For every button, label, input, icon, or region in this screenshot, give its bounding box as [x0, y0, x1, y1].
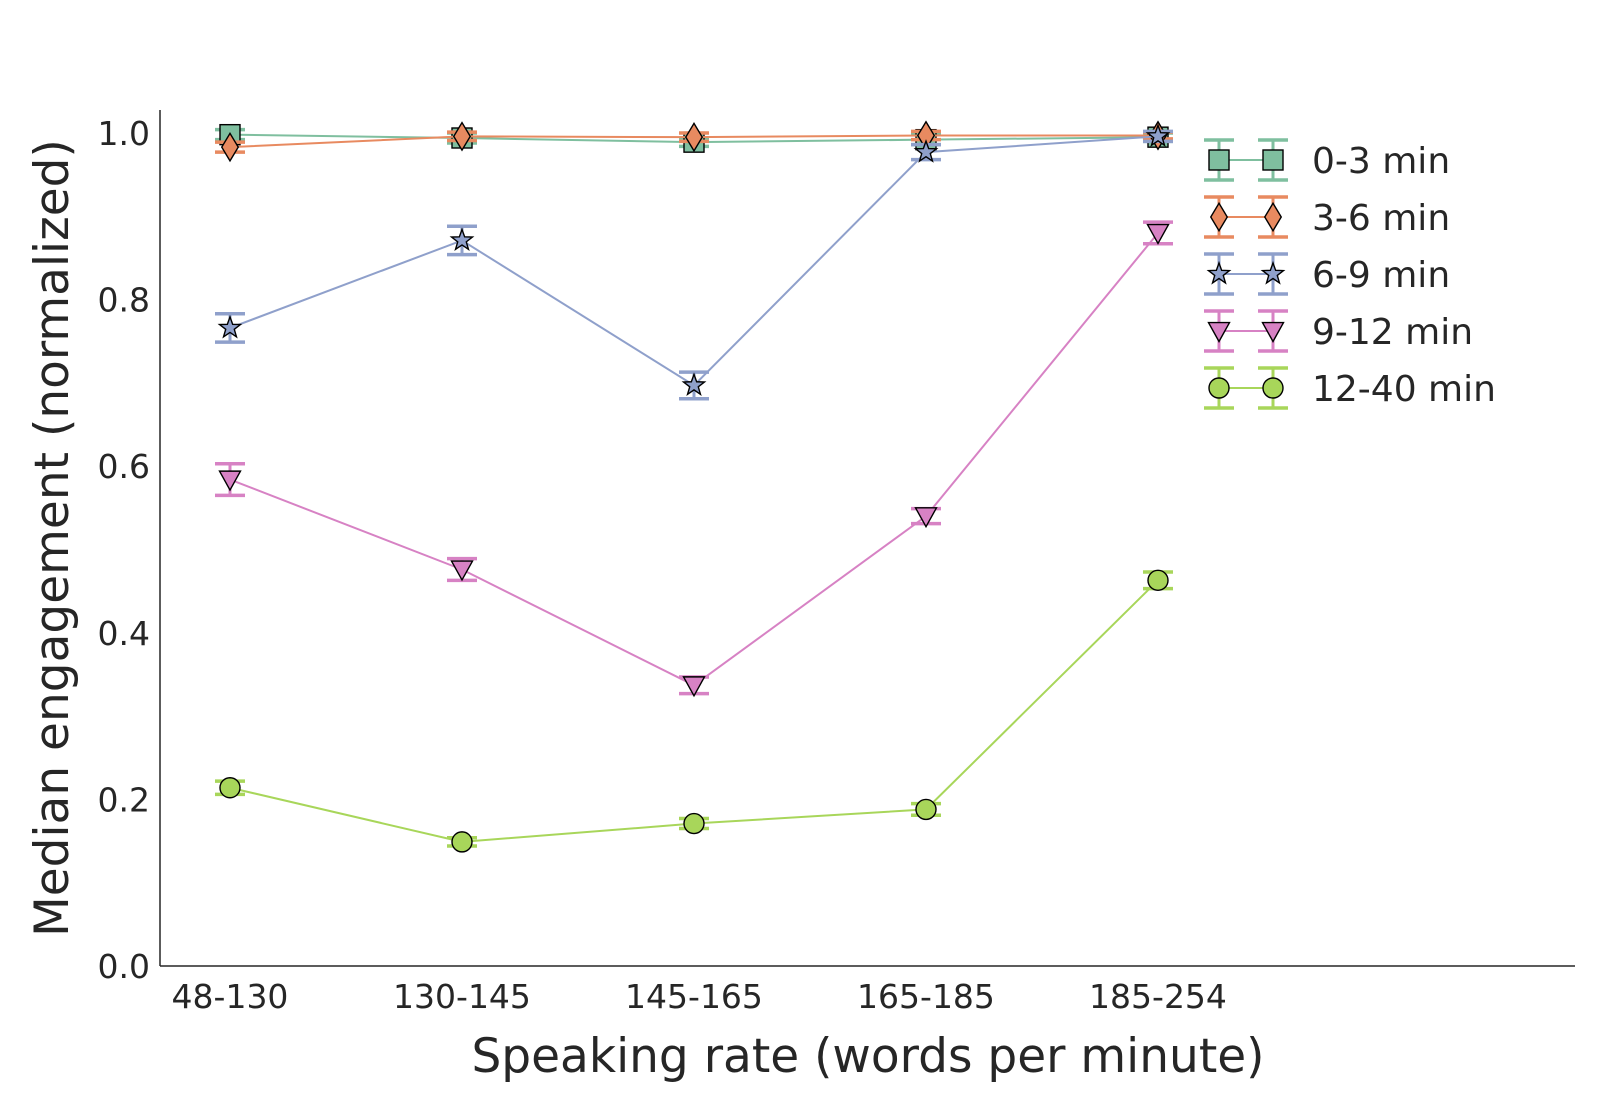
legend: 0-3 min 3-6 min 6-9 min 9-12 min 12-40 min: [1204, 138, 1496, 410]
x-tick-label: 48-130: [172, 977, 289, 1016]
data-point: [218, 470, 242, 492]
legend-marker: [1207, 321, 1231, 343]
data-point: [450, 560, 474, 582]
legend-entry-9-12-min: 9-12 min: [1204, 309, 1473, 353]
legend-entry-6-9-min: 6-9 min: [1204, 252, 1450, 296]
data-point: [682, 676, 706, 698]
data-point: [914, 507, 938, 529]
series-3-6-min: [215, 120, 1173, 163]
data-point: [684, 122, 704, 153]
legend-label: 9-12 min: [1312, 312, 1473, 353]
data-point: [219, 777, 241, 799]
series-line: [229, 135, 1159, 387]
x-axis-title: Speaking rate (words per minute): [471, 1029, 1264, 1084]
legend-marker: [1263, 201, 1283, 233]
data-point: [1147, 569, 1169, 592]
legend-marker: [1260, 260, 1286, 285]
series-12-40-min: [215, 569, 1173, 853]
data-point: [451, 831, 473, 853]
data-point: [220, 132, 240, 163]
data-point: [681, 372, 707, 396]
y-axis-title: Median engagement (normalized): [25, 139, 80, 937]
x-axis-ticks: 48-130 130-145 145-165 165-185 185-254: [172, 977, 1227, 1016]
data-point: [915, 798, 937, 821]
legend-marker: [1208, 377, 1230, 399]
y-tick-label: 0.4: [98, 614, 150, 653]
y-tick-label: 1.0: [98, 114, 150, 153]
legend-marker: [1262, 149, 1284, 171]
data-point: [1145, 123, 1171, 147]
legend-label: 6-9 min: [1312, 255, 1450, 296]
y-tick-label: 0.2: [98, 780, 150, 819]
data-point: [683, 812, 705, 835]
x-tick-label: 165-185: [857, 977, 995, 1016]
series-line: [229, 232, 1159, 687]
legend-label: 3-6 min: [1312, 198, 1450, 239]
y-tick-label: 0.8: [98, 281, 150, 320]
series-9-12-min: [215, 220, 1173, 698]
y-tick-label: 0.0: [98, 947, 150, 986]
legend-entry-12-40-min: 12-40 min: [1204, 366, 1496, 410]
legend-marker: [1261, 321, 1285, 343]
data-point: [449, 227, 475, 252]
series-6-9-min: [215, 123, 1173, 401]
y-axis-ticks: 0.0 0.2 0.4 0.6 0.8 1.0: [98, 114, 150, 986]
data-point: [452, 121, 472, 152]
series-line: [229, 579, 1159, 843]
legend-marker: [1209, 201, 1229, 233]
x-tick-label: 145-165: [625, 977, 763, 1016]
x-tick-label: 185-254: [1089, 977, 1227, 1016]
plot-area: [215, 120, 1173, 853]
legend-entry-3-6-min: 3-6 min: [1204, 195, 1450, 239]
legend-label: 12-40 min: [1312, 369, 1496, 410]
legend-label: 0-3 min: [1312, 141, 1450, 182]
legend-marker: [1262, 377, 1284, 399]
legend-marker: [1206, 260, 1232, 285]
data-point: [1146, 223, 1170, 245]
y-tick-label: 0.6: [98, 447, 150, 486]
legend-entry-0-3-min: 0-3 min: [1204, 138, 1450, 182]
data-point: [217, 314, 243, 339]
x-tick-label: 130-145: [393, 977, 531, 1016]
data-point: [913, 139, 939, 163]
legend-marker: [1208, 149, 1230, 171]
